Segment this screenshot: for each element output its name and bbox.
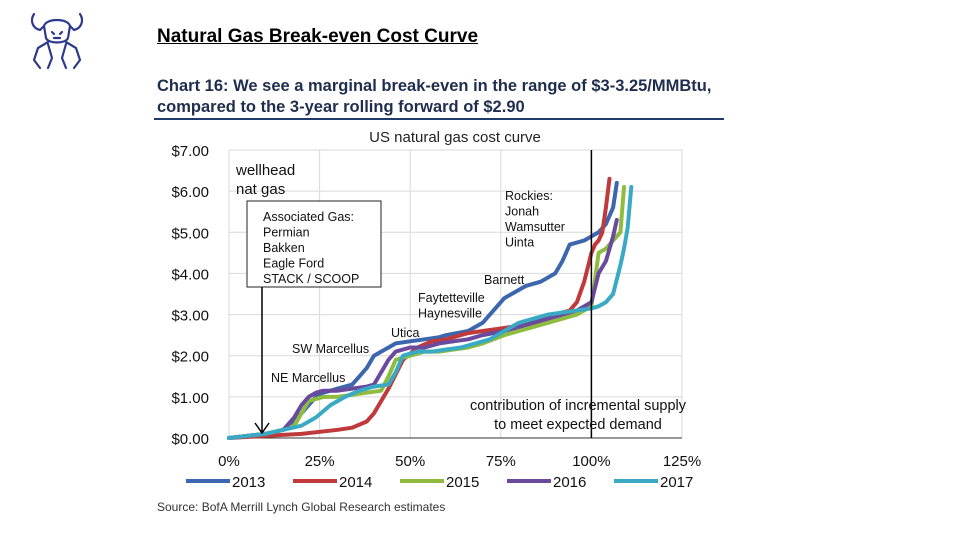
x-tick-label: 125% [663,453,701,470]
y-axis-ticks: $0.00 $1.00 $2.00 $3.00 $4.00 $5.00 $6.00 $7.00 [171,143,209,448]
legend-label-2015: 2015 [446,474,479,491]
bull-logo [26,8,88,72]
x-tick-label: 50% [395,453,425,470]
annotation-wellhead: wellhead [235,162,295,179]
grid-lines [228,149,683,439]
chart-caption-line-2: compared to the 3-year rolling forward o… [157,98,525,116]
annotation-associated: Permian [263,226,310,240]
legend-label-2013: 2013 [232,474,265,491]
y-tick-label: $3.00 [171,308,209,325]
annotation-associated: Bakken [263,241,305,255]
x-tick-label: 25% [305,453,335,470]
annotation-rockies: Wamsutter [505,220,565,234]
annotation-utica: Utica [391,326,420,340]
legend: 2013 2014 2015 2016 2017 [186,474,693,491]
annotation-contribution: contribution of incremental supply [470,398,687,414]
chart-caption-line-1: Chart 16: We see a marginal break-even i… [157,77,712,95]
y-tick-label: $2.00 [171,349,209,366]
x-tick-label: 100% [572,453,610,470]
annotation-rockies: Rockies: [505,189,553,203]
annotation-contribution: to meet expected demand [494,417,662,433]
series-line-2017 [227,185,634,440]
y-tick-label: $7.00 [171,143,209,160]
source-note: Source: BofA Merrill Lynch Global Resear… [157,500,446,514]
chart-title: US natural gas cost curve [369,129,541,146]
x-axis-ticks: 0% 25% 50% 75% 100% 125% [218,453,701,470]
y-tick-label: $5.00 [171,225,209,242]
y-tick-label: $0.00 [171,431,209,448]
annotation-ne-marcellus: NE Marcellus [271,371,345,385]
annotations: wellhead nat gas Associated Gas: PermianBak… [235,162,687,435]
associated-gas-box [246,200,382,288]
annotation-fayetteville: Haynesville [418,307,482,321]
annotation-sw-marcellus: SW Marcellus [292,342,369,356]
x-tick-label: 75% [486,453,516,470]
x-tick-label: 0% [218,453,240,470]
legend-label-2016: 2016 [553,474,586,491]
chart-caption: Chart 16: We see a marginal break-even i… [157,76,727,118]
annotation-wellhead: nat gas [236,181,285,198]
wellhead-arrow-head [254,422,270,435]
annotation-barnett: Barnett [484,273,525,287]
annotation-rockies: Jonah [505,205,539,219]
annotation-rockies: Uinta [505,236,534,250]
annotation-associated: STACK / SCOOP [263,272,359,286]
bull-logo-icon [30,12,84,70]
y-tick-label: $1.00 [171,390,209,407]
annotation-associated: Eagle Ford [263,257,324,271]
legend-label-2014: 2014 [339,474,372,491]
y-tick-label: $4.00 [171,266,209,283]
slide-title: Natural Gas Break-even Cost Curve [157,26,479,47]
legend-label-2017: 2017 [660,474,693,491]
annotation-associated: Associated Gas: [263,210,354,224]
y-tick-label: $6.00 [171,184,209,201]
annotation-fayetteville: Faytetteville [418,291,485,305]
caption-divider [154,118,724,120]
